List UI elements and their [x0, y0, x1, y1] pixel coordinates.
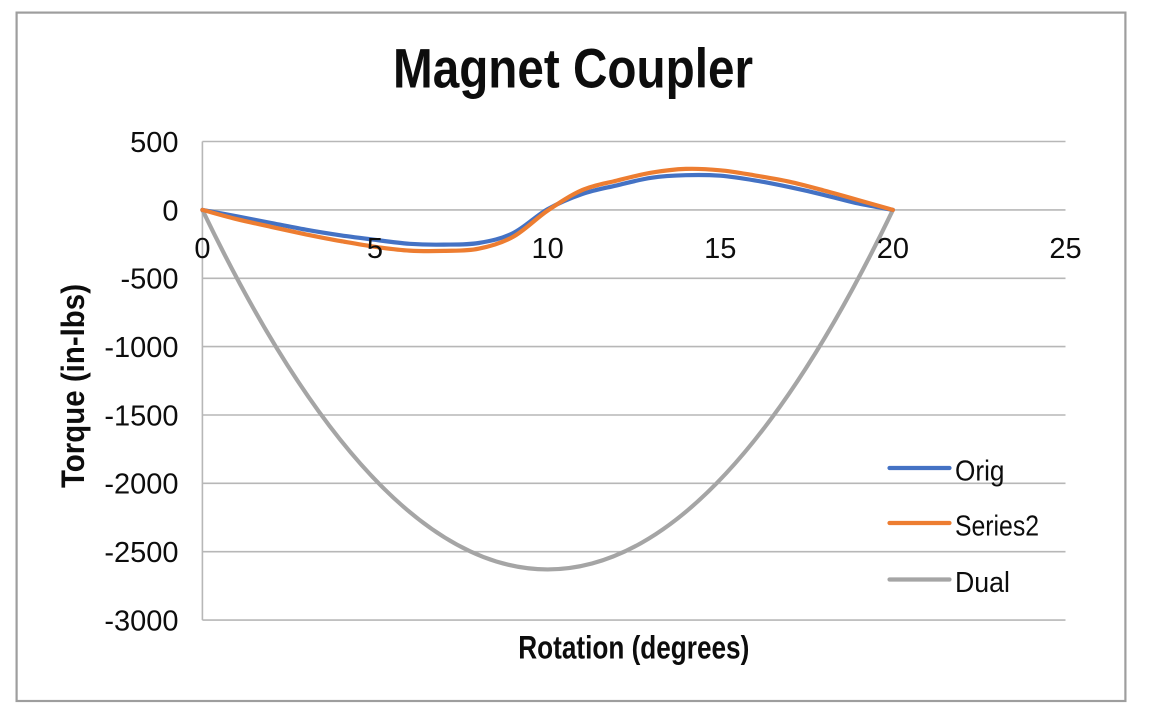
svg-text:25: 25	[1049, 233, 1081, 265]
svg-text:-3000: -3000	[104, 606, 178, 638]
svg-text:Torque (in-lbs): Torque (in-lbs)	[55, 284, 91, 488]
svg-text:-500: -500	[120, 264, 178, 296]
svg-text:Magnet Coupler: Magnet Coupler	[393, 38, 753, 100]
svg-text:Rotation (degrees): Rotation (degrees)	[518, 630, 749, 666]
svg-text:5: 5	[367, 233, 383, 265]
svg-text:Orig: Orig	[955, 455, 1005, 487]
svg-text:0: 0	[162, 195, 178, 227]
svg-text:Series2: Series2	[955, 510, 1039, 542]
svg-text:500: 500	[130, 127, 178, 159]
svg-text:0: 0	[194, 233, 210, 265]
svg-text:-1000: -1000	[104, 332, 178, 364]
svg-text:-1500: -1500	[104, 400, 178, 432]
svg-text:15: 15	[704, 233, 736, 265]
svg-text:-2000: -2000	[104, 469, 178, 501]
svg-text:10: 10	[531, 233, 563, 265]
svg-text:-2500: -2500	[104, 537, 178, 569]
svg-text:Dual: Dual	[955, 567, 1010, 599]
svg-text:20: 20	[877, 233, 909, 265]
